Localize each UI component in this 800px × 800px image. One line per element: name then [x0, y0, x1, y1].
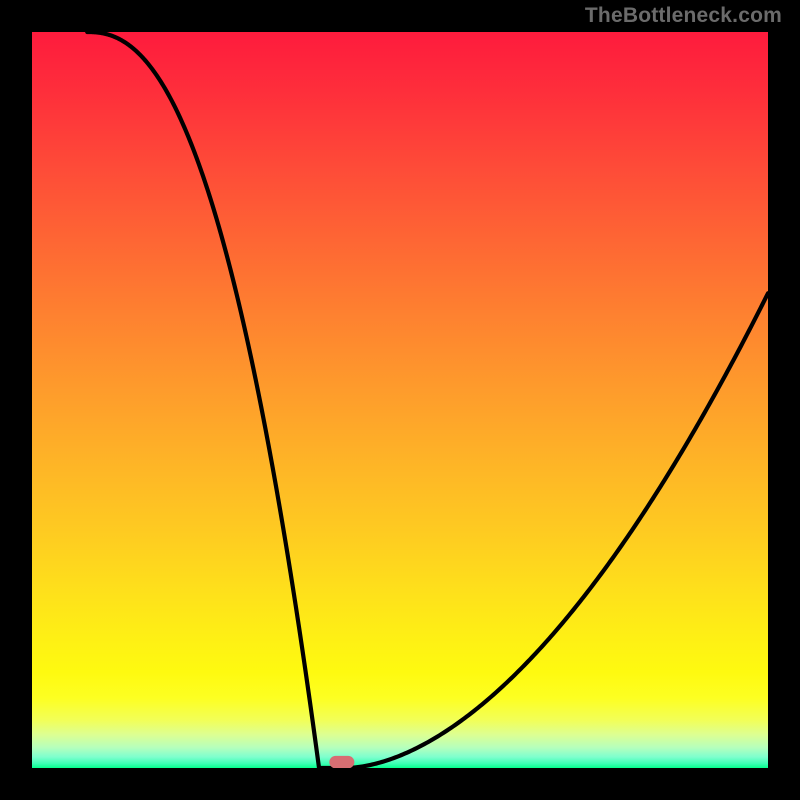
plot-area	[32, 32, 768, 768]
watermark-text: TheBottleneck.com	[585, 4, 782, 28]
optimal-marker	[329, 756, 354, 768]
chart-container: { "watermark": { "text": "TheBottleneck.…	[0, 0, 800, 800]
gradient-background	[32, 32, 768, 768]
